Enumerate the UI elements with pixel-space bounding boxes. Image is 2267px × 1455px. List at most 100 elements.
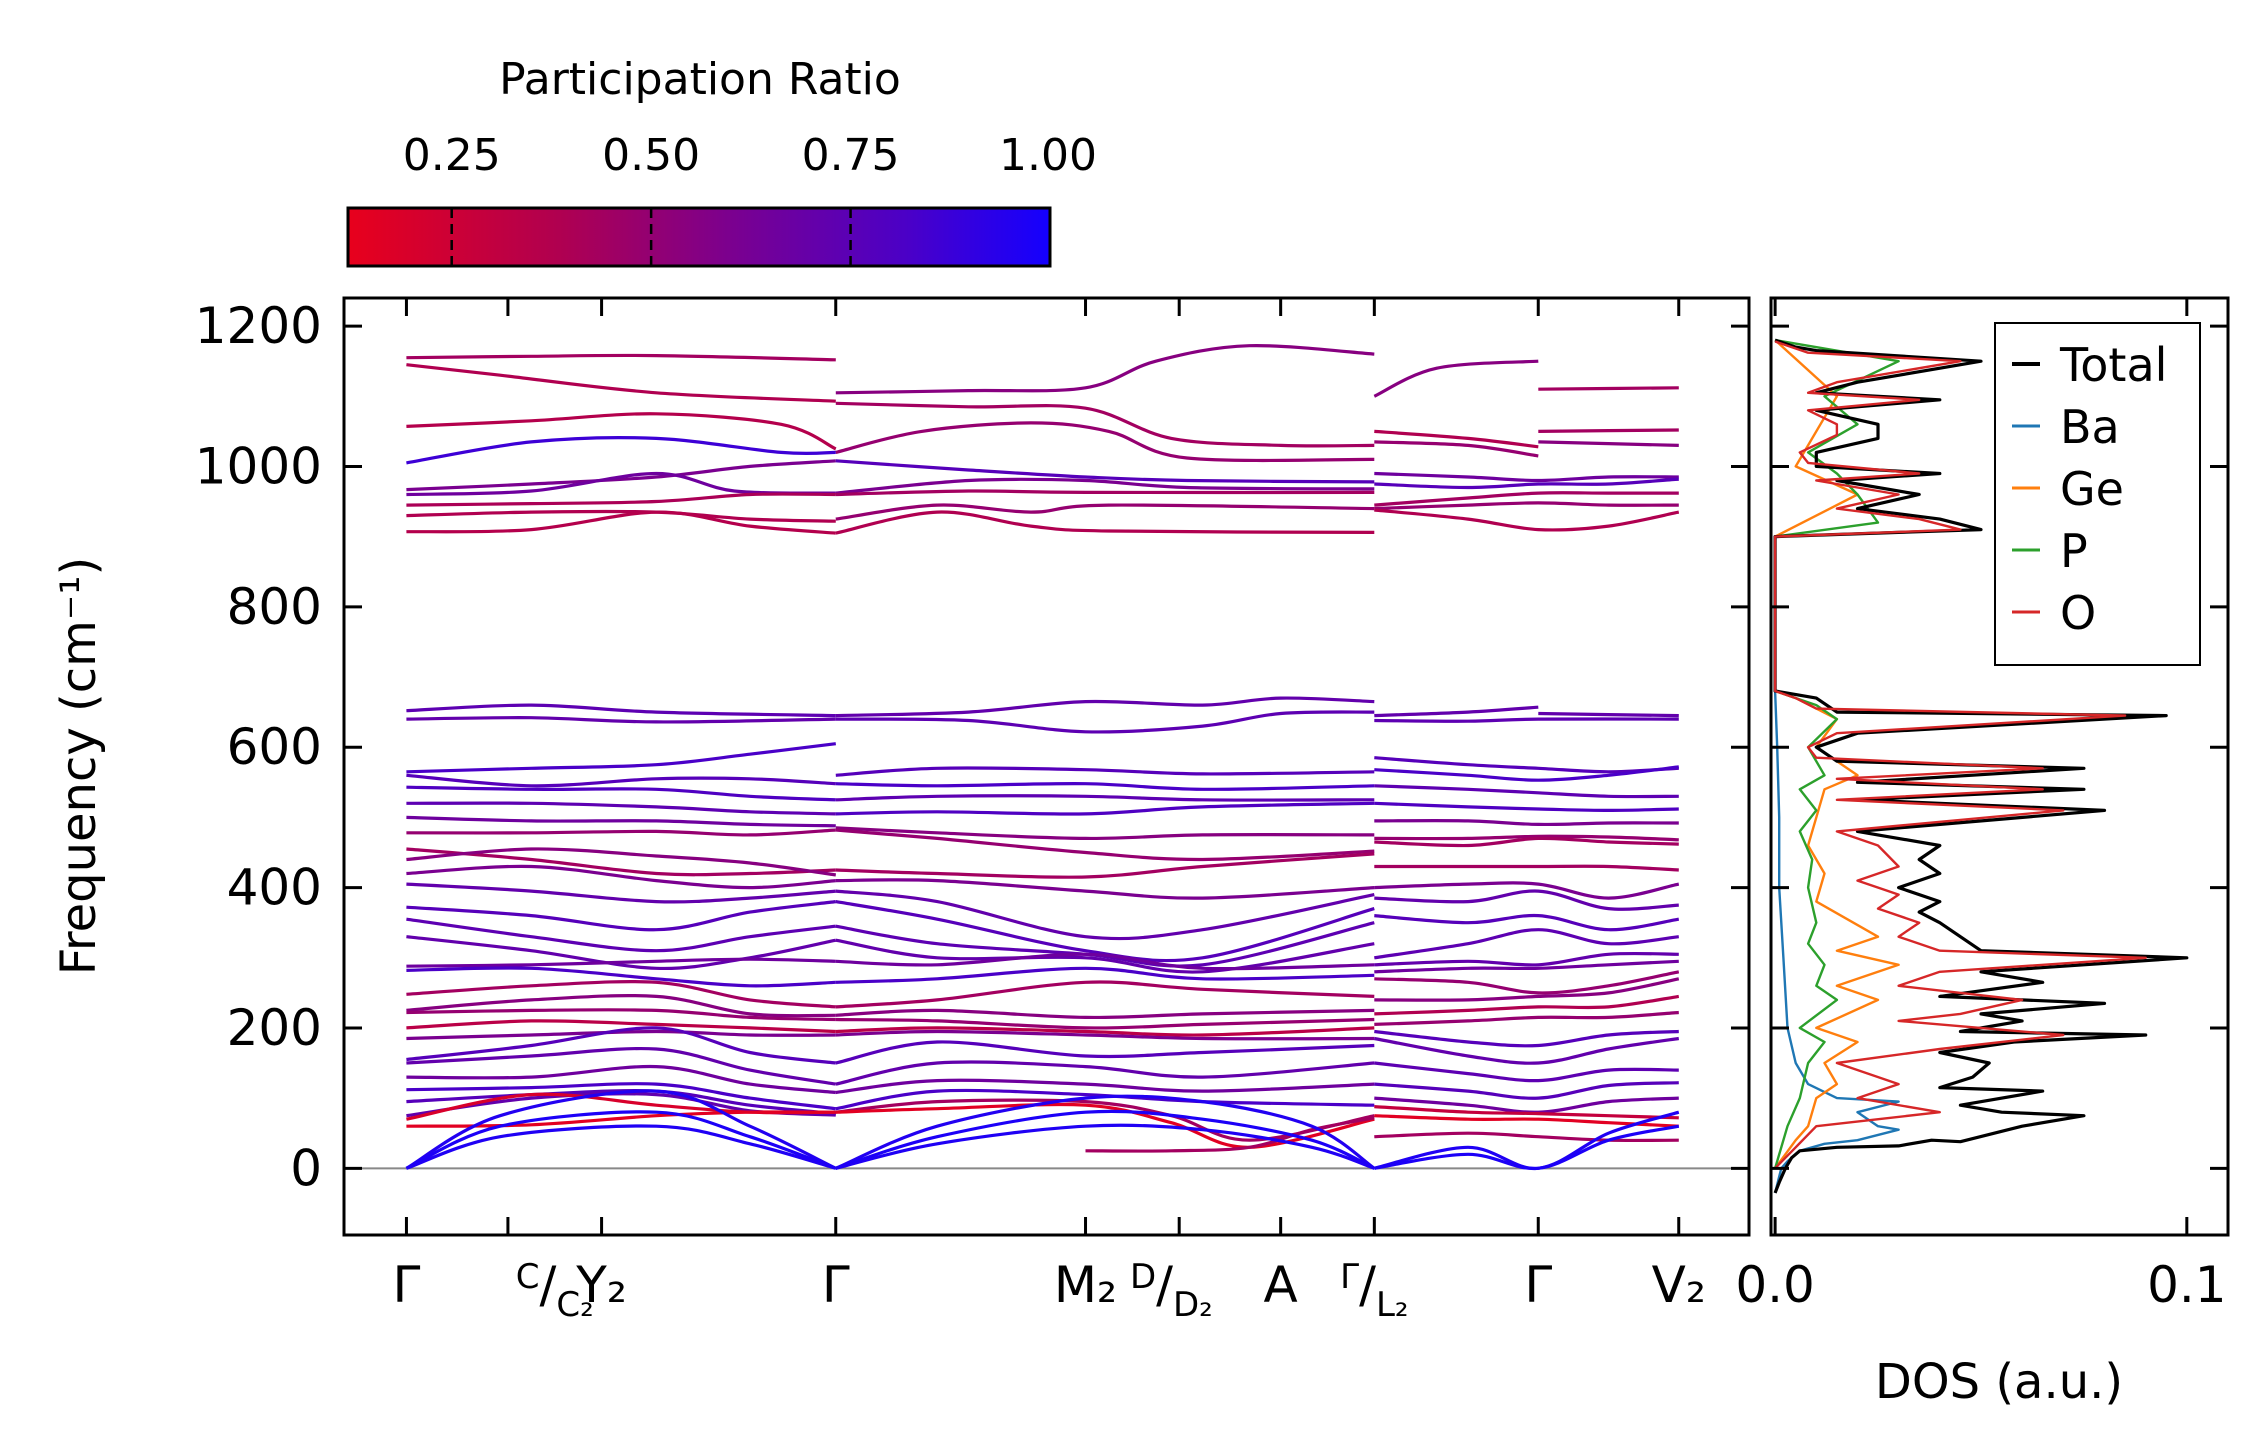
phonon-branch — [406, 801, 836, 816]
phonon-branch — [406, 864, 836, 890]
phonon-branch — [406, 847, 837, 877]
phonon-branch — [406, 1110, 836, 1128]
phonon-branch — [1374, 491, 1679, 507]
dos-plot-frame — [1769, 296, 2230, 1237]
phonon-branch — [406, 966, 836, 988]
phonon-branch — [406, 363, 836, 403]
phonon-branch — [405, 1089, 837, 1170]
phonon-branch — [835, 766, 1375, 777]
phonon-branch — [835, 459, 1375, 484]
phonon-branch — [835, 1026, 1375, 1037]
phonon-branch — [1374, 477, 1679, 490]
phonon-branch — [835, 710, 1375, 734]
phonon-branch — [1374, 834, 1679, 842]
phonon-branch — [835, 1017, 1375, 1030]
phonon-branch — [835, 938, 1375, 974]
phonon-branch — [1374, 1131, 1679, 1143]
phonon-branch — [1374, 928, 1679, 960]
dos-panel: 0.0 0.1 DOS (a.u.) Total Ba Ge PO — [1735, 296, 2230, 1410]
kpoint-label: D/D₂ — [1130, 1256, 1213, 1325]
dos-x-tick-label: 0.1 — [2147, 1256, 2227, 1314]
phonon-branch — [1538, 711, 1679, 718]
dos-series-o — [1773, 340, 2147, 1170]
phonon-branch — [406, 716, 836, 724]
phonon-branch — [835, 980, 1375, 1009]
phonon-branch — [406, 703, 836, 718]
phonon-branch — [835, 1008, 1375, 1020]
y-tick-label: 600 — [227, 718, 322, 776]
phonon-branch — [1373, 359, 1539, 398]
phonon-branch — [406, 742, 836, 774]
phonon-branch — [835, 900, 1375, 963]
phonon-branch — [406, 1029, 836, 1041]
kpoint-label: V₂ — [1652, 1256, 1706, 1314]
phonon-branch — [1374, 959, 1679, 974]
colorbar-tick-label: 0.75 — [802, 130, 900, 181]
colorbar-gradient — [346, 206, 1052, 268]
phonon-branch — [835, 1040, 1375, 1065]
phonon-branch — [835, 782, 1375, 791]
phonon-branch — [406, 412, 837, 451]
phonon-branch — [835, 828, 1375, 862]
phonon-branch — [1374, 977, 1680, 1002]
y-tick-label: 400 — [227, 859, 322, 917]
phonon-branch — [835, 1109, 1375, 1170]
phonon-branch — [1374, 836, 1679, 848]
phonon-branch — [1538, 428, 1679, 433]
dos-series-ge — [1773, 339, 1900, 1170]
phonon-branch — [835, 1123, 1375, 1170]
kpoint-label: Γ — [1524, 1256, 1552, 1314]
kpoint-label: Γ — [393, 1256, 421, 1314]
phonon-branch — [1374, 1114, 1679, 1128]
phonon-branch — [1374, 1010, 1679, 1026]
dos-lines — [1773, 338, 2189, 1194]
phonon-branch — [406, 957, 836, 968]
phonon-branch — [1374, 889, 1679, 911]
colorbar-ticks: 0.25 0.50 0.75 1.00 — [403, 130, 1097, 266]
phonon-branch — [1374, 471, 1679, 483]
colorbar-tick-label: 0.50 — [602, 130, 700, 181]
phonon-branch — [1374, 1029, 1679, 1048]
y-tick-label: 0 — [290, 1139, 322, 1197]
phonon-branch — [405, 1124, 837, 1170]
phonon-branch — [835, 477, 1375, 495]
phonon-branch — [406, 882, 836, 904]
colorbar-title: Participation Ratio — [499, 54, 901, 105]
phonon-branch — [835, 510, 1375, 535]
phonon-branch — [406, 1008, 836, 1022]
y-tick-label: 1200 — [195, 297, 322, 355]
phonon-branch — [835, 1029, 1375, 1041]
phonon-branch — [1538, 440, 1679, 447]
phonon-branch — [405, 1110, 837, 1170]
phonon-branch — [406, 815, 836, 828]
phonon-branch — [1374, 440, 1539, 458]
kpoint-label: Y₂ — [575, 1256, 627, 1314]
dos-x-tick-label: 0.0 — [1735, 1256, 1815, 1314]
phonon-branch — [835, 421, 1375, 463]
kpoint-label: A — [1264, 1256, 1298, 1314]
phonon-branch — [835, 696, 1375, 718]
phonon-branch — [406, 847, 836, 877]
kpoint-label: Γ — [822, 1256, 850, 1314]
phonon-branch — [1374, 819, 1679, 827]
phonon-branch — [1538, 386, 1679, 391]
phonon-branch — [835, 878, 1375, 900]
phonon-branch — [406, 510, 836, 535]
kpoint-label: M₂ — [1054, 1256, 1117, 1314]
kpoint-label: C/C₂ — [516, 1256, 594, 1325]
legend-label: Ge — [2060, 462, 2124, 516]
legend-label: O — [2060, 586, 2096, 640]
phonon-branch — [406, 917, 836, 953]
phonon-branch — [835, 401, 1375, 448]
phonon-branch — [1374, 881, 1680, 900]
dos-legend: Total Ba Ge PO — [1994, 322, 2201, 666]
phonon-branch — [1374, 705, 1539, 718]
band-lines — [405, 298, 1680, 1235]
phonon-branch — [835, 489, 1375, 497]
phonon-branch — [406, 1046, 837, 1086]
phonon-branch — [1374, 1105, 1679, 1120]
phonon-branch — [1374, 864, 1679, 872]
frequency-axis: 0 200 400 600 800 1000 1200 — [195, 297, 1749, 1197]
